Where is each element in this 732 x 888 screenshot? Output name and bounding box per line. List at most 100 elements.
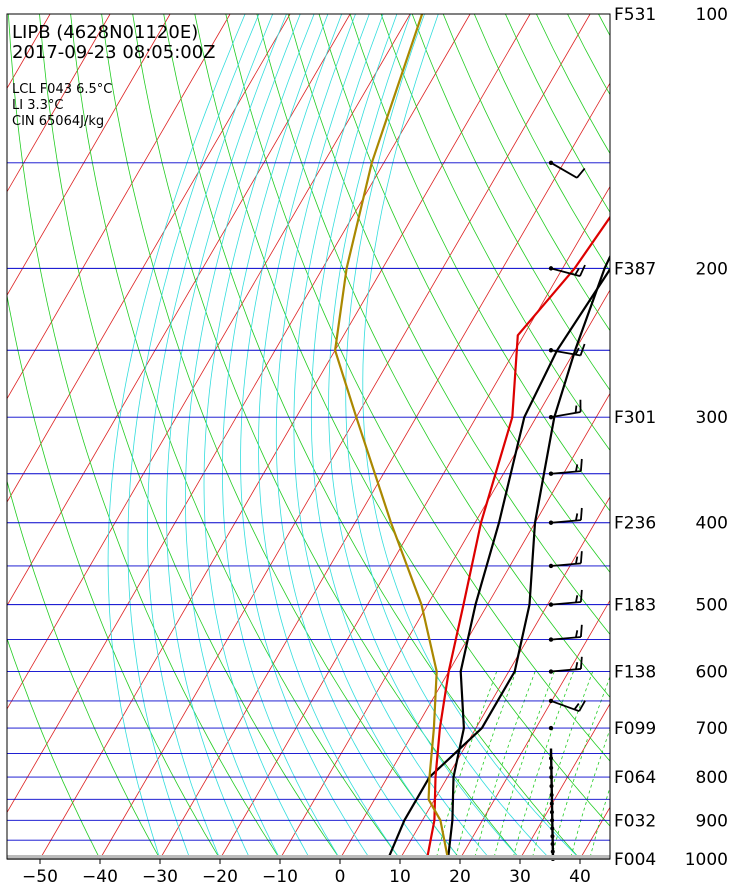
moist-adiabat-line: [362, 14, 581, 859]
x-tick-label: −50: [22, 867, 58, 887]
dry-adiabat-line: [163, 14, 581, 859]
x-tick-label: −30: [142, 867, 178, 887]
isotherm-line: [7, 14, 291, 503]
wind-barb-flag: [576, 167, 586, 179]
wind-barb-flag: [574, 347, 580, 355]
wind-barb-flag: [579, 458, 583, 472]
dry-adiabat-line: [8, 14, 281, 859]
pressure-tick-label: 400: [696, 514, 728, 534]
wind-barb-flag: [579, 656, 583, 669]
chart-title: LIPB (4628N01120E): [12, 22, 198, 43]
isotherm-line: [159, 82, 610, 859]
wind-barb-flag: [575, 464, 579, 472]
isotherm-line: [7, 14, 111, 193]
isotherm-line: [7, 14, 351, 607]
profile-line-3: [334, 14, 450, 859]
pressure-tick-label: 100: [696, 5, 728, 25]
flight-level-label: F531: [614, 5, 656, 25]
wind-barb-flag: [579, 624, 583, 638]
flight-level-label: F236: [614, 514, 656, 534]
wind-barb-flag: [575, 513, 579, 521]
surface-band: [7, 855, 610, 860]
x-tick-label: 0: [335, 867, 346, 887]
mixing-ratio-line: [474, 671, 536, 859]
pressure-axis: F531 100 F387 200 F301 300 F236 400 F183 500 F138 6…: [614, 5, 728, 870]
pressure-tick-label: 1000: [685, 850, 728, 870]
x-tick-label: −10: [262, 867, 298, 887]
wind-barb-dot: [548, 725, 554, 731]
pressure-tick-label: 800: [696, 768, 728, 788]
isotherm-line: [7, 14, 471, 814]
x-tick-label: 20: [449, 867, 471, 887]
isotherm-line: [39, 14, 531, 859]
dry-adiabat-line: [39, 14, 341, 859]
wind-barb-staff: [550, 668, 581, 673]
moist-adiabat-line: [127, 14, 260, 859]
dry-adiabat-line: [349, 14, 610, 512]
isotherm-line: [99, 14, 591, 859]
flight-level-label: F183: [614, 596, 656, 616]
isotherm-line: [7, 14, 411, 710]
moist-adiabat-line: [221, 14, 341, 859]
wind-barbs: [548, 160, 586, 861]
mixing-ratio-line: [550, 675, 610, 859]
moist-adiabat-line: [146, 14, 274, 859]
wind-barb-flag: [574, 268, 580, 276]
wind-barb-flag: [573, 703, 580, 710]
profile-line-0: [386, 254, 610, 859]
x-tick-label: 30: [509, 867, 531, 887]
moist-adiabat-line: [328, 14, 521, 859]
chart-series: [334, 14, 610, 859]
wind-barb-flag: [578, 700, 586, 712]
isotherm-line: [519, 703, 610, 859]
flight-level-label: F301: [614, 408, 656, 428]
flight-level-label: F387: [614, 259, 656, 279]
isotherm-line: [459, 599, 610, 859]
isotherm-line: [219, 185, 610, 859]
dry-adiabat-line: [101, 14, 461, 859]
isotherm-line: [7, 14, 51, 90]
pressure-tick-label: 300: [696, 408, 728, 428]
isotherm-line: [399, 496, 610, 859]
wind-barb-flag: [579, 343, 586, 356]
wind-barb-flag: [579, 507, 583, 521]
dry-adiabat-line: [442, 14, 610, 332]
pressure-tick-label: 700: [696, 719, 728, 739]
pressure-tick-label: 500: [696, 596, 728, 616]
wind-barb-flag: [575, 630, 579, 638]
flight-level-label: F138: [614, 663, 656, 683]
wind-barb-flag: [575, 662, 579, 670]
flight-level-label: F064: [614, 768, 656, 788]
annotation-li: LI 3.3°C: [12, 98, 63, 113]
chart-subtitle: 2017-09-23 08:05:00Z: [12, 42, 216, 63]
dry-adiabat-line: [411, 14, 610, 391]
moist-adiabat-line: [166, 14, 287, 859]
dry-adiabat-line: [473, 14, 610, 273]
profile-line-2: [425, 215, 610, 859]
wind-barb-flag: [579, 589, 583, 603]
x-tick-label: 40: [569, 867, 591, 887]
pressure-tick-label: 600: [696, 663, 728, 683]
x-tick-label: −40: [82, 867, 118, 887]
wind-barb-flag: [575, 595, 579, 603]
mixing-ratio-line: [570, 727, 610, 859]
isotherm-line: [279, 289, 610, 859]
temperature-axis: −50 −40 −30 −20 −10 0 10 20 30 40: [22, 859, 591, 887]
annotation-lcl: LCL F043 6.5°C: [12, 82, 112, 97]
x-tick-label: 10: [389, 867, 411, 887]
isotherm-line: [7, 14, 231, 400]
dry-adiabat-line: [7, 293, 221, 859]
wind-barb-flag: [579, 264, 586, 277]
mixing-ratio-line: [512, 671, 574, 859]
chart-grid: [7, 14, 610, 859]
wind-barb-staff: [550, 636, 581, 641]
flight-level-label: F099: [614, 719, 656, 739]
mixing-ratio-line: [454, 671, 517, 859]
dry-adiabat-line: [7, 637, 101, 859]
mixing-ratio-line: [493, 671, 555, 859]
dry-adiabat-line: [7, 479, 161, 859]
annotation-cin: CIN 65064J/kg: [12, 114, 104, 129]
flight-level-label: F032: [614, 811, 656, 831]
pressure-tick-label: 900: [696, 811, 728, 831]
